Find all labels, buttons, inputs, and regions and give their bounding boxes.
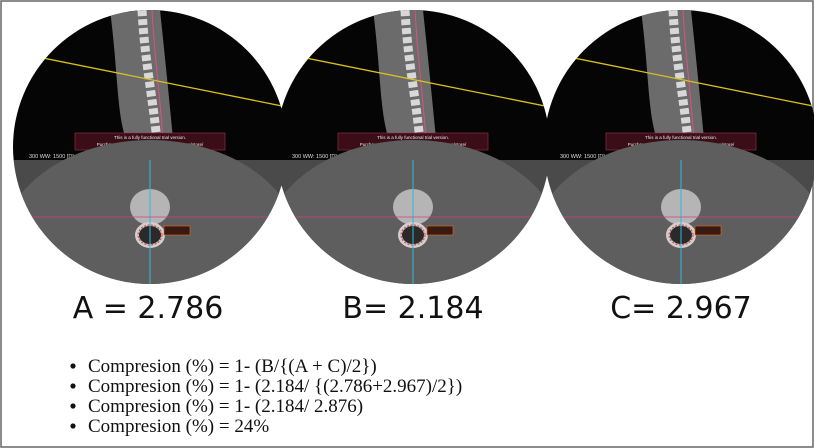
page: This is a fully functional trial version… [0, 0, 814, 448]
area-box [164, 226, 190, 235]
watermark-text: This is a fully functional trial version… [114, 135, 186, 140]
bullet-dot [70, 423, 75, 428]
area-box [695, 226, 721, 235]
figure: This is a fully functional trial version… [0, 0, 814, 448]
area-box [427, 226, 453, 235]
measurement-label: B= 2.184 [342, 291, 483, 326]
formula-line: Compresion (%) = 1- (B/{(A + C)/2}) [88, 356, 377, 377]
measurement-label: C= 2.967 [610, 291, 752, 326]
bullet-dot [70, 383, 75, 388]
formula-line: Compresion (%) = 1- (2.184/ 2.876) [88, 396, 363, 417]
formula-line: Compresion (%) = 24% [88, 416, 269, 437]
watermark-text: This is a fully functional trial version… [377, 135, 449, 140]
bullet-dot [70, 363, 75, 368]
bullet-dot [70, 403, 75, 408]
formula-line: Compresion (%) = 1- (2.184/ {(2.786+2.96… [88, 376, 462, 397]
watermark-text: This is a fully functional trial version… [645, 135, 717, 140]
measurement-label: A = 2.786 [73, 291, 224, 326]
